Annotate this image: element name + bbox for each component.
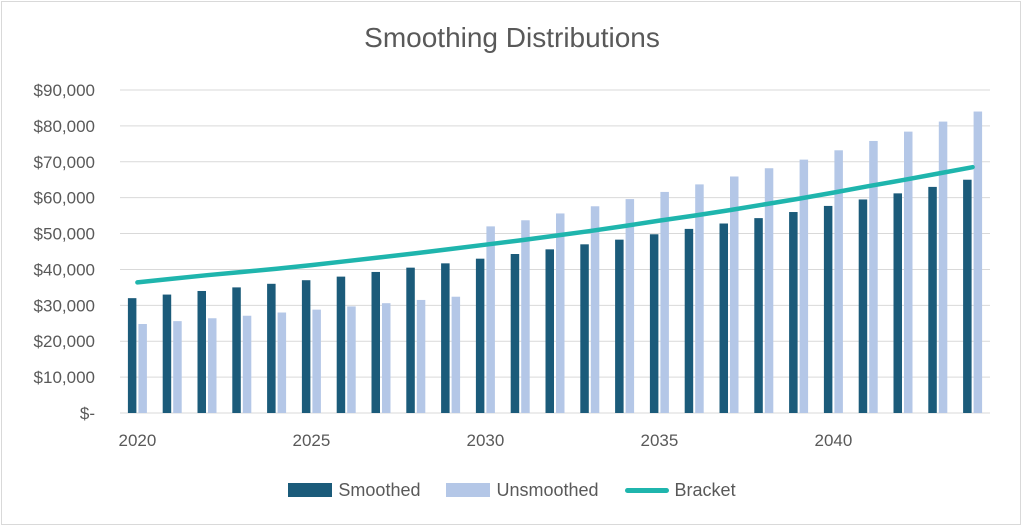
bar-smoothed xyxy=(336,276,346,413)
bar-smoothed xyxy=(162,294,172,413)
y-tick-label: $70,000 xyxy=(34,153,95,172)
bar-unsmoothed xyxy=(938,121,948,414)
y-tick-label: $60,000 xyxy=(34,189,95,208)
bar-unsmoothed xyxy=(486,226,495,413)
y-axis: $- $10,000 $20,000 $30,000 $40,000 $50,000 $60… xyxy=(34,81,95,423)
bar-smoothed xyxy=(475,258,485,413)
bar-unsmoothed xyxy=(834,150,843,413)
bar-unsmoothed xyxy=(869,140,878,413)
legend-item-unsmoothed: Unsmoothed xyxy=(446,479,599,501)
bar-unsmoothed xyxy=(764,168,774,413)
bar-smoothed xyxy=(823,205,833,413)
bar-unsmoothed xyxy=(173,321,182,413)
bar-smoothed xyxy=(127,298,137,413)
bar-unsmoothed xyxy=(277,312,287,413)
bar-smoothed xyxy=(301,280,311,413)
bar-smoothed xyxy=(371,271,380,413)
y-tick-label: $20,000 xyxy=(34,332,95,351)
bar-unsmoothed xyxy=(416,299,426,413)
bar-smoothed xyxy=(789,212,798,413)
legend-label-bracket: Bracket xyxy=(674,479,736,500)
bar-unsmoothed xyxy=(208,318,217,413)
bar-unsmoothed xyxy=(590,206,600,413)
bar-unsmoothed xyxy=(625,199,635,413)
bar-smoothed xyxy=(649,234,659,413)
y-tick-label: $80,000 xyxy=(34,117,95,136)
bars xyxy=(127,111,983,414)
bar-unsmoothed xyxy=(695,184,704,413)
bar-smoothed xyxy=(893,193,902,413)
bar-unsmoothed xyxy=(138,323,147,413)
legend-label-unsmoothed: Unsmoothed xyxy=(496,479,599,500)
bar-smoothed xyxy=(441,263,450,413)
bar-unsmoothed xyxy=(242,315,252,413)
y-tick-label: $50,000 xyxy=(34,225,95,244)
legend-label-smoothed: Smoothed xyxy=(338,479,421,500)
bar-unsmoothed xyxy=(347,306,356,413)
y-tick-label: $40,000 xyxy=(34,260,95,279)
chart-title: Smoothing Distributions xyxy=(364,22,660,53)
bar-smoothed xyxy=(197,290,206,413)
bar-smoothed xyxy=(754,218,763,413)
y-tick-label: $30,000 xyxy=(34,296,95,315)
bar-smoothed xyxy=(580,244,589,413)
legend-item-smoothed: Smoothed xyxy=(288,480,420,501)
bar-unsmoothed xyxy=(382,303,391,413)
bar-unsmoothed xyxy=(312,309,321,413)
x-tick-label: 2030 xyxy=(466,431,504,450)
bar-smoothed xyxy=(267,283,276,413)
legend-item-bracket: Bracket xyxy=(624,479,736,501)
bar-smoothed xyxy=(963,179,972,413)
bar-smoothed xyxy=(928,186,937,413)
x-tick-label: 2040 xyxy=(814,431,852,450)
legend-swatch-bracket xyxy=(624,487,669,493)
y-tick-label: $- xyxy=(80,404,95,423)
legend: Smoothed Unsmoothed Bracket xyxy=(0,478,1024,502)
bar-unsmoothed xyxy=(556,213,565,413)
bar-unsmoothed xyxy=(730,176,739,413)
bar-unsmoothed xyxy=(521,220,530,413)
x-axis: 2020 2025 2030 2035 2040 xyxy=(118,431,852,450)
x-tick-label: 2020 xyxy=(118,431,156,450)
bar-smoothed xyxy=(684,228,694,413)
bar-unsmoothed xyxy=(660,191,669,413)
bar-smoothed xyxy=(510,254,520,413)
bracket-line xyxy=(135,164,975,285)
x-tick-label: 2025 xyxy=(292,431,330,450)
bar-smoothed xyxy=(615,239,624,413)
x-tick-label: 2035 xyxy=(640,431,678,450)
bar-smoothed xyxy=(719,223,728,413)
bar-unsmoothed xyxy=(799,159,809,413)
bar-smoothed xyxy=(858,199,868,413)
bar-unsmoothed xyxy=(904,131,913,413)
legend-swatch-unsmoothed xyxy=(446,483,491,497)
bar-smoothed xyxy=(232,287,241,413)
bar-smoothed xyxy=(545,249,554,413)
y-tick-label: $90,000 xyxy=(34,81,95,100)
bracket-line-layer xyxy=(135,164,975,285)
bar-smoothed xyxy=(406,267,415,413)
bar-unsmoothed xyxy=(451,296,461,413)
bar-unsmoothed xyxy=(973,111,983,414)
legend-swatch-smoothed xyxy=(288,483,333,497)
y-tick-label: $10,000 xyxy=(34,368,95,387)
